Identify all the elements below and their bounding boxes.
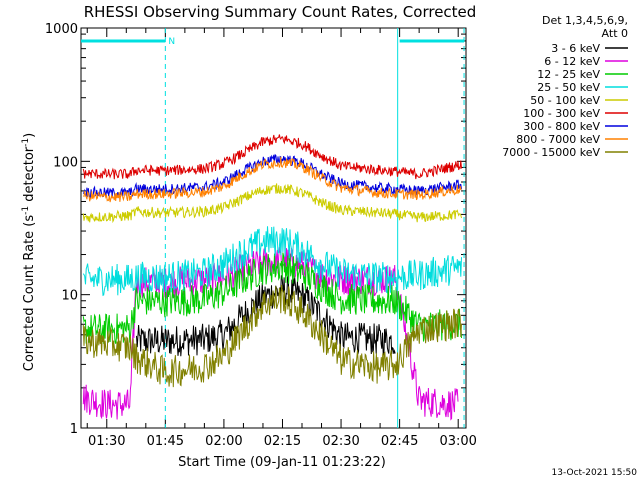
legend-label-3: 25 - 50 keV [537,81,600,94]
series-line-0 [136,274,396,357]
series-line-8 [82,284,462,388]
y-axis-label-end: ) [22,133,37,138]
x-tick-label-01:30: 01:30 [88,434,125,449]
legend-label-0: 3 - 6 keV [551,42,600,55]
plot-area: 1 10 100 1000 01:30 01:45 02:00 02:15 02:30 02:45… [45,22,477,449]
legend-label-7: 800 - 7000 keV [516,133,600,146]
series-line-7 [83,156,462,203]
footer-date: 13-Oct-2021 15:50 [552,468,638,478]
series-line-6 [82,153,462,199]
x-tick-label-02:45: 02:45 [381,434,418,449]
y-axis-label-sup2: -1 [21,138,31,147]
y-tick-label-10: 10 [61,289,78,304]
legend-label-5: 100 - 300 keV [523,107,600,120]
y-axis-label-main: Corrected Count Rate (s [22,215,37,372]
series-line-5 [82,134,462,180]
legend-label-8: 7000 - 15000 keV [502,146,600,159]
chart-title: RHESSI Observing Summary Count Rates, Co… [84,3,477,21]
x-tick-label-02:15: 02:15 [264,434,301,449]
series-line-4 [82,183,462,224]
y-axis-label-mid: detector [22,146,37,206]
x-tick-label-01:45: 01:45 [147,434,184,449]
legend-label-1: 6 - 12 keV [544,55,600,68]
y-axis-label: Corrected Count Rate (s-1 detector-1) [21,133,37,371]
x-axis-label: Start Time (09-Jan-11 01:23:22) [178,455,386,470]
y-tick-label-100: 100 [53,155,78,170]
legend-header-line-1: Det 1,3,4,5,6,9, [542,14,628,27]
plot-frame [80,27,467,429]
x-tick-label-02:30: 02:30 [322,434,359,449]
y-axis-label-sup1: -1 [21,206,31,215]
y-tick-label-1000: 1000 [45,22,78,37]
legend-label-6: 300 - 800 keV [523,120,600,133]
legend-label-2: 12 - 25 keV [537,68,600,81]
series-line-3 [82,226,462,297]
time-bar-label: N [168,37,175,47]
y-tick-label-1: 1 [70,422,78,437]
svg-text:Corrected Count Rate (s-1 dete: Corrected Count Rate (s-1 detector-1) [21,133,37,371]
legend-header-line-2: Att 0 [602,27,628,40]
x-tick-label-03:00: 03:00 [439,434,476,449]
series-line-2 [82,252,462,344]
legend-label-4: 50 - 100 keV [530,94,600,107]
x-tick-label-02:00: 02:00 [205,434,242,449]
